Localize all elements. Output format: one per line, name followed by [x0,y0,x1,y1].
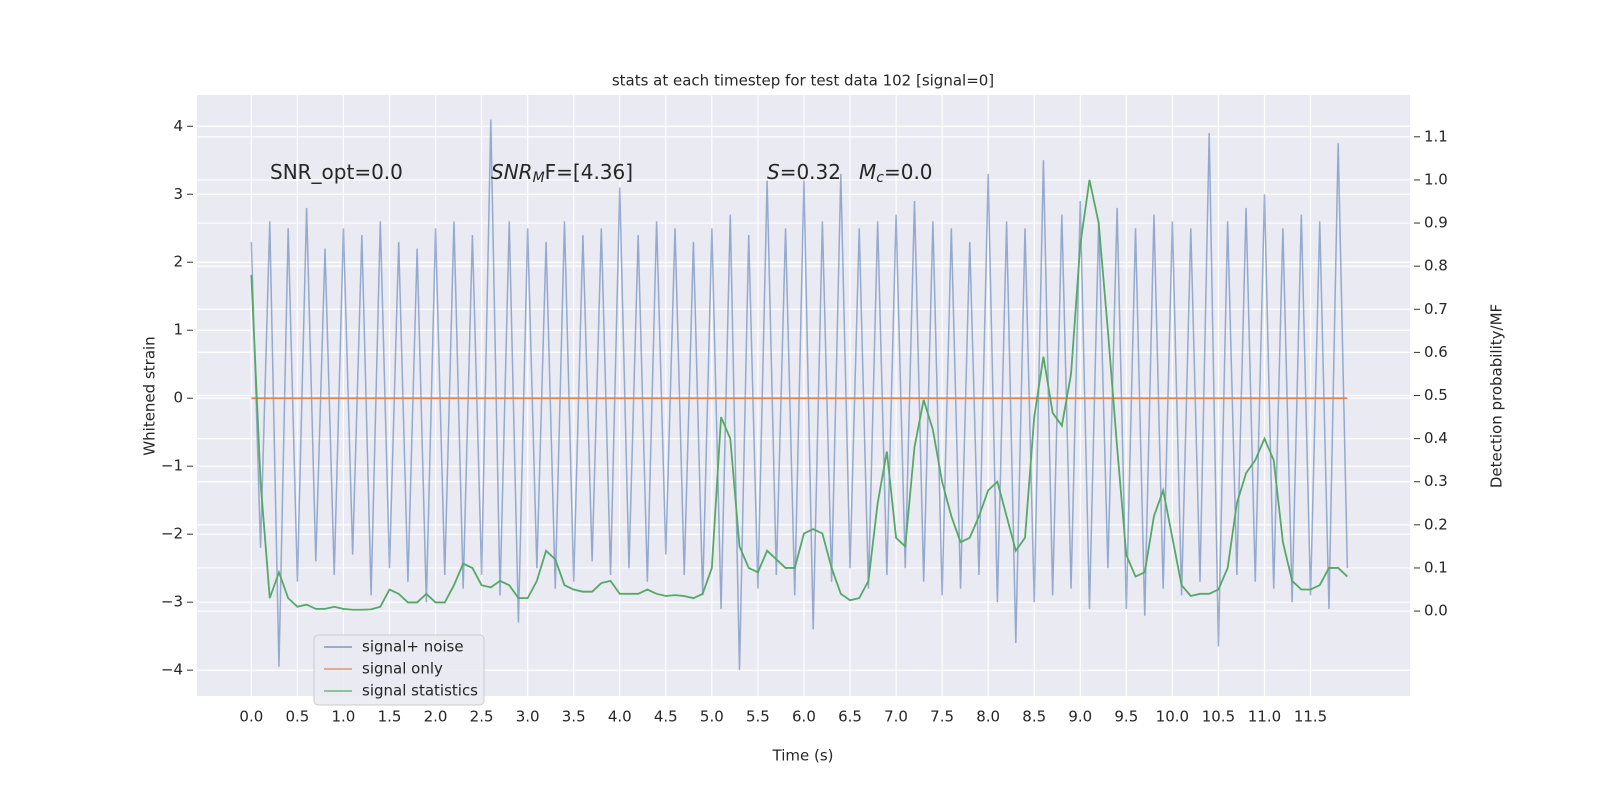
annotation: Mc=0.0 [859,160,933,187]
annotation-rest: =0.32 [780,160,841,184]
x-tick-label: 2.0 [424,708,448,726]
x-tick-label: 0.5 [285,708,309,726]
y2-tick-label: 0.5 [1424,386,1448,404]
x-tick-label: 1.0 [332,708,356,726]
x-tick-label: 10.5 [1202,708,1235,726]
annotation-rest: =0.0 [884,160,933,184]
x-tick-label: 9.0 [1068,708,1092,726]
grid: 0.0 0.5 1.0 1.5 2.0 2.5 3.0 3.5 4.0 4.5 5.0 5.5 6.0 6… [161,95,1448,726]
x-tick-label: 6.0 [792,708,816,726]
legend-label: signal only [362,660,443,678]
x-axis-label: Time (s) [772,747,834,765]
y2-tick-label: 0.3 [1424,472,1448,490]
y2-tick-label: 0.4 [1424,429,1448,447]
y-axis-label: Whitened strain [141,336,159,455]
x-tick-label: 1.5 [378,708,402,726]
y2-tick-label: 0.7 [1424,300,1448,318]
annotation-sub: M [533,170,545,186]
x-tick-label: 3.0 [516,708,540,726]
annotation: SNR_opt=0.0 [270,160,403,184]
x-tick-label: 2.5 [470,708,494,726]
x-tick-label: 5.0 [700,708,724,726]
marks [250,119,1349,671]
x-tick-label: 5.5 [746,708,770,726]
y2-axis-label: Detection probability/MF [1488,304,1506,488]
series-line [250,119,1349,671]
x-tick-label: 11.0 [1248,708,1281,726]
y-tick-label: −4 [161,661,183,679]
y2-tick-label: 0.8 [1424,257,1448,275]
x-tick-label: 11.5 [1294,708,1327,726]
annotation-main: S [767,160,780,184]
y2-tick-label: 1.1 [1424,127,1448,145]
y2-tick-label: 0.9 [1424,214,1448,232]
annotation-rest: F=[4.36] [545,160,633,184]
x-tick-label: 9.5 [1114,708,1138,726]
x-tick-label: 7.5 [930,708,954,726]
y-tick-label: 4 [173,117,183,135]
chart-title: stats at each timestep for test data 102… [612,72,994,90]
y-tick-label: −3 [161,593,183,611]
annotation-main: SNR [491,160,533,184]
y-tick-label: 1 [173,321,183,339]
x-tick-label: 10.0 [1156,708,1189,726]
y-tick-label: −2 [161,525,183,543]
y2-tick-label: 0.6 [1424,343,1448,361]
y2-tick-label: 0.2 [1424,515,1448,533]
y2-tick-label: 0.1 [1424,558,1448,576]
y-tick-label: 0 [173,389,183,407]
y-tick-label: 3 [173,185,183,203]
annotation: S=0.32 [767,160,841,184]
annotations: SNR_opt=0.0 SNRMF=[4.36] S=0.32 Mc=0.0 [270,160,933,187]
x-tick-label: 7.0 [884,708,908,726]
y-tick-label: −1 [161,457,183,475]
legend: signal+ noise signal only signal statistic… [313,634,485,706]
x-tick-label: 0.0 [239,708,263,726]
y2-tick-label: 0.0 [1424,602,1448,620]
annotation-main: SNR_opt=0.0 [270,160,403,184]
series-line [250,179,1348,611]
annotation: SNRMF=[4.36] [491,160,633,187]
annotation-sub: c [876,170,884,186]
x-tick-label: 8.5 [1022,708,1046,726]
legend-label: signal statistics [362,682,478,700]
y-tick-label: 2 [173,253,183,271]
legend-box [313,634,485,706]
x-tick-label: 6.5 [838,708,862,726]
y2-tick-label: 1.0 [1424,170,1448,188]
x-tick-label: 4.0 [608,708,632,726]
annotation-main: M [859,160,876,184]
x-tick-label: 3.5 [562,708,586,726]
x-tick-label: 8.0 [976,708,1000,726]
legend-label: signal+ noise [362,638,464,656]
x-tick-label: 4.5 [654,708,678,726]
